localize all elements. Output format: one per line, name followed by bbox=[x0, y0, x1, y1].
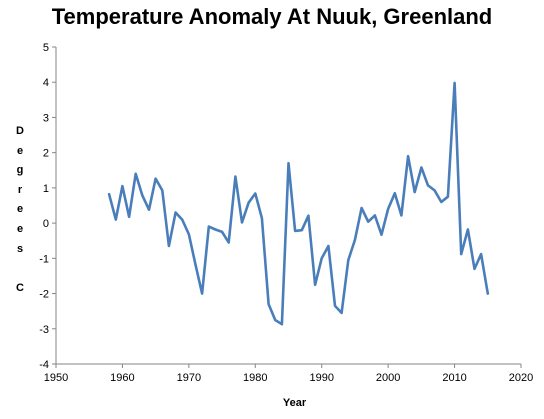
data-point bbox=[427, 184, 429, 186]
data-point bbox=[487, 293, 489, 295]
data-point bbox=[168, 245, 170, 247]
data-point bbox=[261, 217, 263, 219]
data-point bbox=[354, 239, 356, 241]
data-point bbox=[294, 230, 296, 232]
data-point bbox=[387, 208, 389, 210]
data-point bbox=[181, 219, 183, 221]
y-tick-label: -2 bbox=[39, 289, 49, 301]
data-point bbox=[454, 82, 456, 84]
data-point bbox=[155, 178, 157, 180]
data-point bbox=[341, 312, 343, 314]
data-point bbox=[480, 253, 482, 255]
data-point bbox=[228, 241, 230, 243]
data-point bbox=[400, 214, 402, 216]
data-point bbox=[201, 293, 203, 295]
data-point bbox=[195, 264, 197, 266]
data-point bbox=[334, 305, 336, 307]
series-line bbox=[107, 81, 490, 326]
data-point bbox=[434, 189, 436, 191]
data-point bbox=[108, 193, 110, 195]
data-point bbox=[121, 185, 123, 187]
data-point bbox=[327, 245, 329, 247]
data-point bbox=[214, 228, 216, 230]
x-tick-label: 2010 bbox=[442, 372, 466, 384]
data-point bbox=[381, 234, 383, 236]
chart-title: Temperature Anomaly At Nuuk, Greenland bbox=[51, 4, 493, 29]
x-tick-label: 1950 bbox=[44, 372, 68, 384]
data-point bbox=[407, 155, 409, 157]
data-point bbox=[420, 166, 422, 168]
data-point bbox=[414, 191, 416, 193]
data-point bbox=[248, 202, 250, 204]
data-point bbox=[115, 219, 117, 221]
data-point bbox=[361, 207, 363, 209]
x-tick-label: 1980 bbox=[243, 372, 267, 384]
data-point bbox=[347, 259, 349, 261]
data-point bbox=[301, 229, 303, 231]
data-point bbox=[374, 214, 376, 216]
data-point bbox=[175, 212, 177, 214]
y-tick-label: -1 bbox=[39, 253, 49, 265]
y-tick-label: 0 bbox=[43, 218, 49, 230]
data-point bbox=[314, 284, 316, 286]
x-tick-label: 2020 bbox=[509, 372, 533, 384]
y-tick-label: -4 bbox=[39, 359, 49, 371]
data-point bbox=[367, 221, 369, 223]
data-point bbox=[474, 268, 476, 270]
x-tick-label: 1990 bbox=[309, 372, 333, 384]
x-tick-label: 1970 bbox=[177, 372, 201, 384]
data-point bbox=[234, 176, 236, 178]
data-point bbox=[128, 216, 130, 218]
data-point bbox=[394, 192, 396, 194]
data-point bbox=[321, 257, 323, 259]
data-point bbox=[447, 196, 449, 198]
data-point bbox=[440, 201, 442, 203]
data-point bbox=[141, 195, 143, 197]
data-point bbox=[307, 215, 309, 217]
data-point bbox=[467, 228, 469, 230]
x-tick-label: 2000 bbox=[376, 372, 400, 384]
y-tick-label: 4 bbox=[43, 77, 49, 89]
y-tick-label: -3 bbox=[39, 324, 49, 336]
y-tick-label: 5 bbox=[43, 42, 49, 54]
data-point bbox=[208, 226, 210, 228]
data-point bbox=[460, 253, 462, 255]
y-tick-label: 1 bbox=[43, 183, 49, 195]
data-point bbox=[281, 323, 283, 325]
y-tick-label: 2 bbox=[43, 148, 49, 160]
data-point bbox=[221, 231, 223, 233]
x-tick-label: 1960 bbox=[110, 372, 134, 384]
y-tick-label: 3 bbox=[43, 112, 49, 124]
data-point bbox=[241, 221, 243, 223]
data-point bbox=[188, 233, 190, 235]
data-point bbox=[274, 319, 276, 321]
data-point bbox=[148, 209, 150, 211]
x-axis-label: Year bbox=[283, 397, 307, 409]
data-point bbox=[288, 162, 290, 164]
data-point bbox=[135, 173, 137, 175]
data-point bbox=[254, 193, 256, 195]
data-point bbox=[161, 189, 163, 191]
data-point bbox=[268, 303, 270, 305]
